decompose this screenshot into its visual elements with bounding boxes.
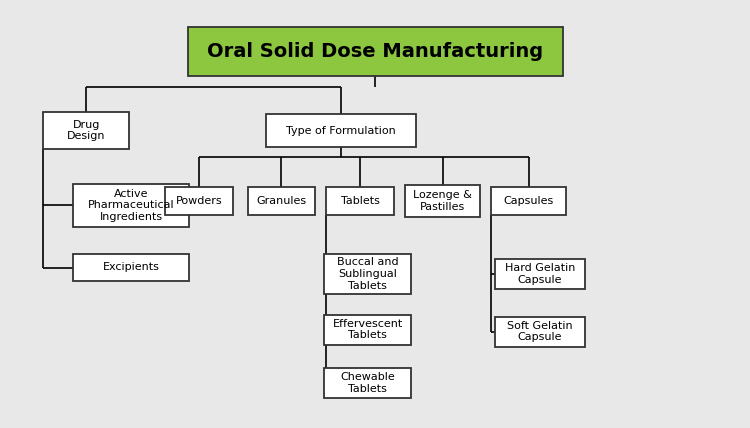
FancyBboxPatch shape	[495, 317, 585, 347]
FancyBboxPatch shape	[405, 185, 480, 217]
Text: Drug
Design: Drug Design	[67, 120, 106, 141]
FancyBboxPatch shape	[324, 368, 411, 398]
Text: Excipients: Excipients	[103, 262, 160, 273]
FancyBboxPatch shape	[266, 115, 416, 147]
FancyBboxPatch shape	[495, 259, 585, 289]
Text: Powders: Powders	[176, 196, 222, 206]
Text: Chewable
Tablets: Chewable Tablets	[340, 372, 394, 394]
FancyBboxPatch shape	[324, 315, 411, 345]
Text: Effervescent
Tablets: Effervescent Tablets	[332, 319, 403, 340]
FancyBboxPatch shape	[326, 187, 394, 215]
FancyBboxPatch shape	[165, 187, 232, 215]
Text: Soft Gelatin
Capsule: Soft Gelatin Capsule	[507, 321, 573, 342]
FancyBboxPatch shape	[491, 187, 566, 215]
FancyBboxPatch shape	[43, 113, 129, 149]
Text: Buccal and
Sublingual
Tablets: Buccal and Sublingual Tablets	[337, 257, 398, 291]
FancyBboxPatch shape	[188, 27, 562, 76]
FancyBboxPatch shape	[248, 187, 315, 215]
Text: Lozenge &
Pastilles: Lozenge & Pastilles	[413, 190, 472, 212]
Text: Hard Gelatin
Capsule: Hard Gelatin Capsule	[505, 263, 575, 285]
FancyBboxPatch shape	[73, 253, 189, 282]
Text: Granules: Granules	[256, 196, 306, 206]
Text: Capsules: Capsules	[504, 196, 554, 206]
Text: Oral Solid Dose Manufacturing: Oral Solid Dose Manufacturing	[207, 42, 543, 61]
Text: Type of Formulation: Type of Formulation	[286, 125, 396, 136]
FancyBboxPatch shape	[324, 253, 411, 294]
Text: Active
Pharmaceutical
Ingredients: Active Pharmaceutical Ingredients	[88, 189, 175, 222]
Text: Tablets: Tablets	[340, 196, 380, 206]
FancyBboxPatch shape	[73, 184, 189, 227]
